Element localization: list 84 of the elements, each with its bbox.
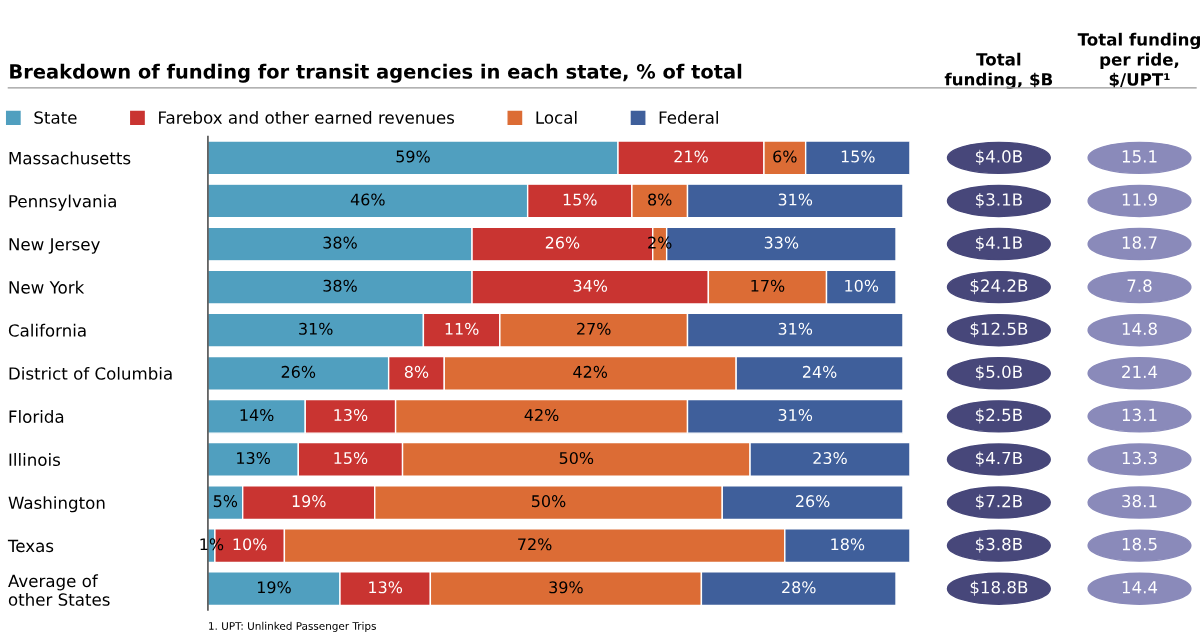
data-label: 10% xyxy=(845,279,879,292)
legend-label: State xyxy=(34,111,77,124)
data-label: 38% xyxy=(323,236,357,249)
y-tick-label: New Jersey xyxy=(9,238,100,254)
data-label: 26% xyxy=(796,495,830,508)
data-label: 18.5 xyxy=(1122,537,1157,551)
data-label: 38% xyxy=(323,279,357,292)
data-label: 11% xyxy=(445,322,479,335)
data-label: 26% xyxy=(545,236,580,249)
data-label: 13% xyxy=(369,581,403,594)
data-label: $7.2B xyxy=(975,494,1022,510)
data-label: 14.4 xyxy=(1122,581,1158,594)
data-label: 19% xyxy=(292,495,326,508)
data-label: 34% xyxy=(573,279,608,292)
y-tick-label: Washington xyxy=(8,496,105,513)
data-label: 50% xyxy=(531,495,566,508)
y-tick-label: Illinois xyxy=(9,453,61,467)
data-label: 33% xyxy=(764,236,799,249)
data-label: 31% xyxy=(299,322,333,335)
data-label: $4.0B xyxy=(975,149,1022,165)
data-label: 14% xyxy=(240,408,274,421)
data-label: 24% xyxy=(802,365,837,378)
data-label: 10% xyxy=(233,538,267,551)
data-label: 21.4 xyxy=(1122,365,1158,378)
data-label: 50% xyxy=(559,452,594,465)
y-tick-label: Average of other States xyxy=(8,574,110,606)
legend-label: Farebox and other earned revenues xyxy=(159,110,455,124)
data-label: 17% xyxy=(751,279,785,292)
data-label: $12.5B xyxy=(970,322,1028,338)
data-label: 18.7 xyxy=(1122,236,1157,249)
data-label: 38.1 xyxy=(1122,494,1157,508)
data-label: $2.5B xyxy=(975,408,1022,424)
data-label: 39% xyxy=(549,581,583,594)
y-tick-label: Texas xyxy=(7,539,54,553)
data-label: 5% xyxy=(213,495,238,508)
data-label: 23% xyxy=(813,452,847,465)
data-label: 21% xyxy=(674,150,708,163)
y-tick-label: Florida xyxy=(9,410,64,423)
data-label: 13.3 xyxy=(1122,451,1157,465)
legend-label: Federal xyxy=(659,110,718,124)
y-tick-label: Pennsylvania xyxy=(9,194,116,211)
legend-label: Local xyxy=(536,110,577,124)
data-label: 46% xyxy=(350,193,385,206)
y-tick-label: District of Columbia xyxy=(9,366,172,380)
data-label: $4.1B xyxy=(975,235,1022,252)
data-label: 11.9 xyxy=(1122,193,1157,206)
data-label: 8% xyxy=(404,365,429,378)
data-label: 6% xyxy=(773,150,797,163)
data-label: 8% xyxy=(648,193,672,206)
text: 1. UPT: Unlinked Passenger Trips xyxy=(209,621,376,632)
data-label: 31% xyxy=(778,408,813,421)
data-label: 26% xyxy=(281,365,316,378)
y-tick-label: New York xyxy=(9,280,85,294)
data-label: $3.8B xyxy=(975,537,1022,553)
data-label: 1% xyxy=(200,538,224,551)
data-label: 31% xyxy=(778,322,813,335)
data-label: 15% xyxy=(334,452,368,465)
data-label: $3.1B xyxy=(975,192,1022,208)
data-label: $24.2B xyxy=(970,279,1028,295)
chart-title: Breakdown of funding for transit agencies in each state, % of total xyxy=(10,63,742,83)
data-label: 59% xyxy=(396,150,430,163)
text: Total funding, $B xyxy=(944,52,1053,89)
data-label: 18% xyxy=(831,538,865,551)
data-label: 13.1 xyxy=(1122,408,1157,422)
data-label: $18.8B xyxy=(970,580,1028,596)
y-tick-label: California xyxy=(8,323,86,337)
data-label: 31% xyxy=(778,193,813,206)
data-label: $4.7B xyxy=(975,451,1022,467)
data-label: 15% xyxy=(563,193,597,206)
data-label: 14.8 xyxy=(1122,322,1157,336)
data-label: 42% xyxy=(573,365,608,378)
data-label: $5.0B xyxy=(975,365,1022,381)
y-tick-label: Massachusetts xyxy=(9,151,131,165)
data-label: 7.8 xyxy=(1127,279,1152,292)
data-label: 15% xyxy=(841,150,875,163)
data-label: 27% xyxy=(577,322,611,335)
data-label: 19% xyxy=(257,581,291,594)
data-label: 15.1 xyxy=(1122,150,1157,163)
data-label: 13% xyxy=(334,408,368,421)
data-label: 13% xyxy=(237,452,270,465)
data-label: 42% xyxy=(524,408,559,421)
text: Total funding per ride, $/UPT¹ xyxy=(1077,32,1200,88)
data-label: 28% xyxy=(782,581,816,594)
data-label: 72% xyxy=(518,538,552,551)
